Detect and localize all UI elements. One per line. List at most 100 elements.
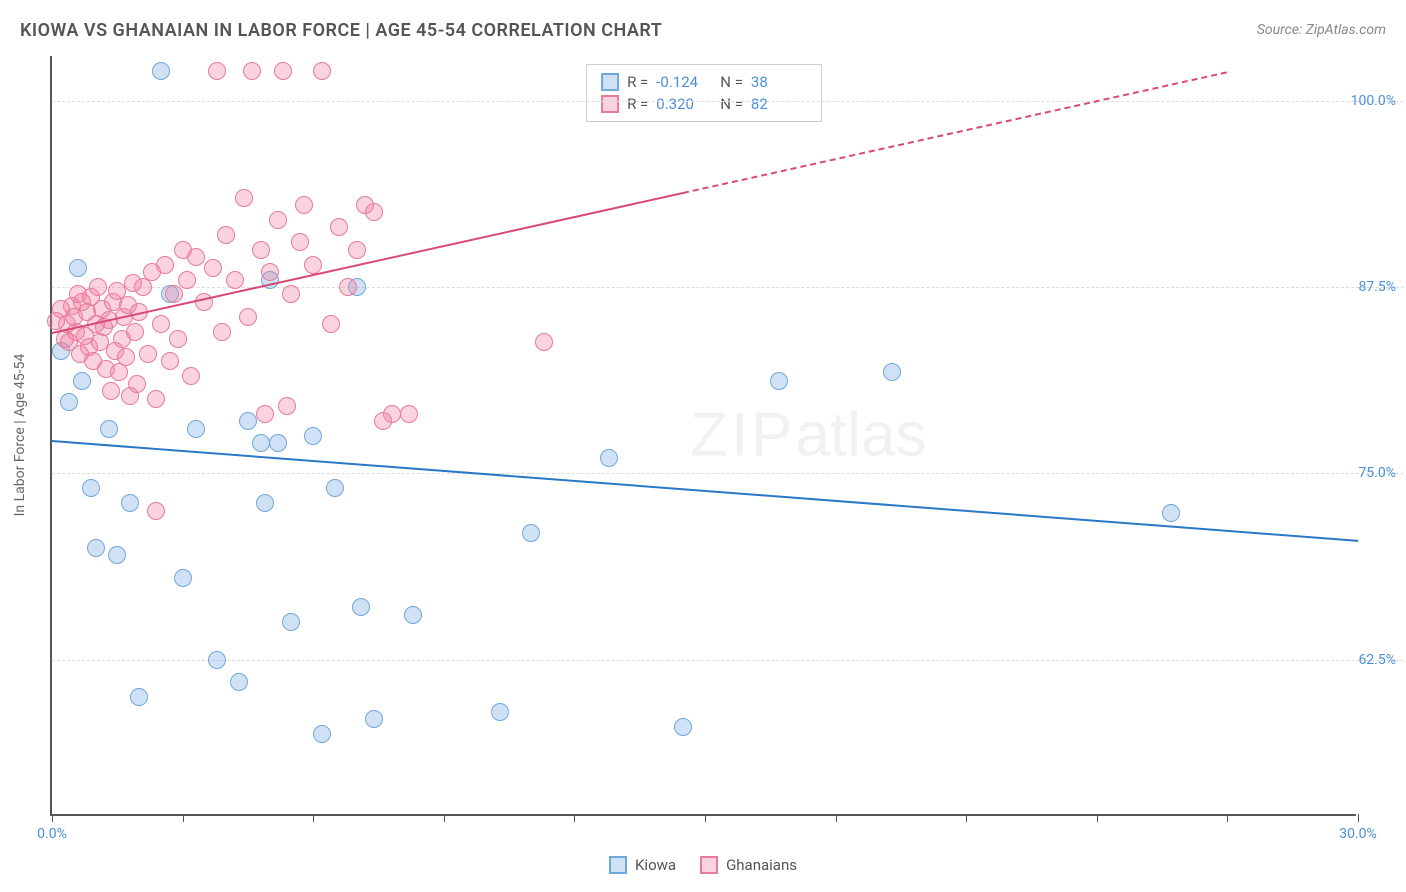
kiowa-n-value: 38 — [751, 73, 807, 91]
scatter-point — [243, 62, 261, 80]
scatter-point — [204, 259, 222, 277]
scatter-point — [365, 710, 383, 728]
scatter-point — [278, 397, 296, 415]
scatter-point — [73, 372, 91, 390]
scatter-point — [600, 449, 618, 467]
scatter-point — [348, 241, 366, 259]
scatter-point — [269, 434, 287, 452]
scatter-point — [117, 348, 135, 366]
scatter-point — [208, 651, 226, 669]
scatter-point — [182, 367, 200, 385]
scatter-point — [126, 323, 144, 341]
x-tick — [836, 814, 837, 822]
n-label: N = — [720, 73, 743, 91]
scatter-point — [282, 613, 300, 631]
scatter-point — [322, 315, 340, 333]
kiowa-swatch-icon — [601, 73, 619, 91]
chart-title: KIOWA VS GHANAIAN IN LABOR FORCE | AGE 4… — [20, 20, 662, 41]
scatter-point — [235, 189, 253, 207]
scatter-point — [252, 434, 270, 452]
scatter-point — [60, 393, 78, 411]
scatter-point — [239, 308, 257, 326]
scatter-point — [174, 569, 192, 587]
stats-box: R = -0.124 N = 38 R = 0.320 N = 82 — [586, 64, 822, 122]
scatter-point — [147, 390, 165, 408]
stats-row-kiowa: R = -0.124 N = 38 — [601, 71, 807, 93]
scatter-point — [883, 363, 901, 381]
scatter-point — [213, 323, 231, 341]
legend-item-ghanaians: Ghanaians — [700, 856, 797, 874]
r-label: R = — [627, 95, 648, 113]
scatter-point — [161, 352, 179, 370]
scatter-point — [130, 688, 148, 706]
grid-line — [52, 473, 1404, 474]
scatter-point — [256, 494, 274, 512]
scatter-point — [230, 673, 248, 691]
y-axis-label: In Labor Force | Age 45-54 — [12, 354, 28, 517]
scatter-point — [304, 427, 322, 445]
scatter-point — [313, 725, 331, 743]
scatter-point — [535, 333, 553, 351]
ghanaians-r-value: 0.320 — [656, 95, 712, 113]
grid-line — [52, 660, 1404, 661]
kiowa-legend-swatch-icon — [609, 856, 627, 874]
scatter-point — [252, 241, 270, 259]
scatter-point — [178, 271, 196, 289]
x-tick-label: 30.0% — [1339, 826, 1377, 842]
chart-container: KIOWA VS GHANAIAN IN LABOR FORCE | AGE 4… — [0, 0, 1406, 892]
x-tick — [1358, 814, 1359, 822]
watermark-zip: ZIP — [690, 401, 795, 470]
scatter-point — [365, 203, 383, 221]
scatter-point — [187, 248, 205, 266]
ghanaians-n-value: 82 — [751, 95, 807, 113]
scatter-point — [770, 372, 788, 390]
x-tick — [574, 814, 575, 822]
scatter-point — [256, 405, 274, 423]
scatter-point — [400, 405, 418, 423]
scatter-point — [121, 494, 139, 512]
scatter-point — [108, 546, 126, 564]
scatter-point — [165, 285, 183, 303]
x-tick — [966, 814, 967, 822]
scatter-point — [156, 256, 174, 274]
bottom-legend: Kiowa Ghanaians — [609, 856, 797, 874]
scatter-point — [147, 502, 165, 520]
scatter-point — [1162, 504, 1180, 522]
scatter-point — [82, 479, 100, 497]
ghanaians-legend-label: Ghanaians — [726, 856, 797, 874]
x-tick — [1227, 814, 1228, 822]
y-tick-label: 75.0% — [1344, 465, 1404, 481]
trend-line — [52, 440, 1358, 542]
scatter-point — [330, 218, 348, 236]
scatter-point — [326, 479, 344, 497]
kiowa-r-value: -0.124 — [656, 73, 712, 91]
ghanaians-swatch-icon — [601, 95, 619, 113]
x-tick — [1097, 814, 1098, 822]
scatter-point — [404, 606, 422, 624]
scatter-point — [187, 420, 205, 438]
scatter-point — [169, 330, 187, 348]
scatter-point — [339, 278, 357, 296]
scatter-point — [304, 256, 322, 274]
scatter-point — [226, 271, 244, 289]
r-label: R = — [627, 73, 648, 91]
scatter-point — [491, 703, 509, 721]
stats-row-ghanaians: R = 0.320 N = 82 — [601, 93, 807, 115]
source-label: Source: ZipAtlas.com — [1257, 22, 1386, 38]
y-tick-label: 100.0% — [1344, 93, 1404, 109]
grid-line — [52, 101, 1404, 102]
scatter-point — [269, 211, 287, 229]
scatter-point — [152, 62, 170, 80]
x-tick — [183, 814, 184, 822]
kiowa-legend-label: Kiowa — [635, 856, 676, 874]
scatter-point — [313, 62, 331, 80]
n-label: N = — [720, 95, 743, 113]
scatter-point — [291, 233, 309, 251]
scatter-point — [295, 196, 313, 214]
y-tick-label: 62.5% — [1344, 652, 1404, 668]
x-tick — [313, 814, 314, 822]
y-tick-label: 87.5% — [1344, 279, 1404, 295]
scatter-point — [674, 718, 692, 736]
scatter-point — [239, 412, 257, 430]
scatter-point — [89, 278, 107, 296]
